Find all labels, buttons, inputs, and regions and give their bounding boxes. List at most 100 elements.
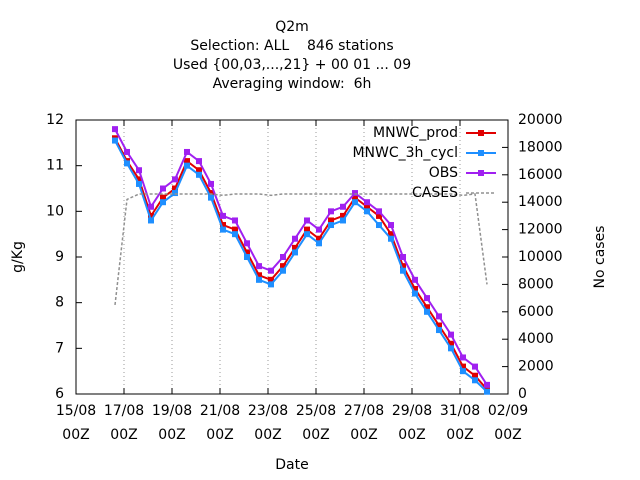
legend-marker [478, 150, 484, 156]
data-point [256, 263, 262, 270]
data-point [448, 331, 454, 338]
data-point [244, 240, 250, 247]
data-point [280, 267, 286, 274]
x-tick-label: 00Z [446, 427, 473, 443]
chart-title: Q2m [275, 19, 309, 35]
data-point [400, 267, 406, 274]
data-point [184, 162, 190, 169]
data-point [136, 180, 142, 187]
data-point [412, 290, 418, 297]
data-point [196, 167, 202, 174]
data-point [184, 148, 190, 155]
x-tick-label: 00Z [158, 427, 185, 443]
legend-label: OBS [429, 165, 458, 181]
data-point [472, 372, 478, 379]
y-tick-label: 8 [55, 295, 64, 311]
y-tick-label: 11 [46, 158, 64, 174]
x-tick-label: 00Z [398, 427, 425, 443]
data-point [292, 244, 298, 251]
data-point [364, 199, 370, 206]
y2-tick-label: 12000 [518, 222, 563, 238]
x-tick-label: 00Z [206, 427, 233, 443]
plot-frame [75, 119, 509, 395]
legend-label: MNWC_prod [373, 125, 458, 141]
data-point [352, 199, 358, 206]
y-tick-label: 6 [55, 386, 64, 402]
data-point [436, 313, 442, 320]
legend-marker [478, 170, 484, 176]
data-point [292, 249, 298, 256]
x-tick-label: 00Z [110, 427, 137, 443]
data-point [268, 267, 274, 274]
data-point [328, 217, 334, 224]
series-line [114, 193, 488, 306]
data-point [316, 226, 322, 233]
data-point [376, 208, 382, 215]
x-tick-label: 00Z [254, 427, 281, 443]
chart-title: Averaging window: 6h [213, 76, 372, 92]
data-point [448, 340, 454, 347]
y2-tick-label: 2000 [518, 359, 554, 375]
data-point [388, 231, 394, 238]
x-tick-label: 00Z [62, 427, 89, 443]
y-tick-label: 10 [46, 203, 64, 219]
y2-tick-label: 0 [518, 386, 527, 402]
data-point [280, 254, 286, 260]
x-tick-label: 21/08 [200, 403, 240, 419]
data-point [472, 377, 478, 384]
data-point [232, 231, 238, 238]
x-tick-label: 27/08 [344, 403, 384, 419]
legend-label: MNWC_3h_cycl [352, 145, 458, 161]
data-point [340, 212, 346, 219]
data-point [220, 212, 226, 219]
data-point [220, 222, 226, 229]
data-point [268, 281, 274, 288]
data-point [424, 304, 430, 311]
data-point [136, 176, 142, 183]
data-point [124, 160, 130, 167]
x-tick-label: 31/08 [440, 403, 480, 419]
data-point [400, 254, 406, 260]
y2-tick-label: 20000 [518, 112, 563, 128]
data-point [196, 158, 202, 165]
data-point [232, 217, 238, 224]
data-point [280, 263, 286, 270]
data-point [112, 137, 118, 144]
data-point [340, 203, 346, 210]
data-point [304, 231, 310, 238]
y-tick-label: 9 [55, 249, 64, 265]
data-point [160, 199, 166, 206]
data-point [208, 180, 214, 187]
legend-label: CASES [412, 185, 458, 201]
data-point [160, 185, 166, 192]
data-point [472, 363, 478, 370]
data-point [460, 363, 466, 370]
data-point [328, 222, 334, 229]
x-tick-label: 17/08 [104, 403, 144, 419]
data-point [316, 235, 322, 242]
data-point [436, 327, 442, 334]
x-tick-label: 00Z [302, 427, 329, 443]
data-point [424, 295, 430, 302]
data-point [268, 276, 274, 283]
y2-tick-label: 18000 [518, 139, 563, 155]
data-point [148, 212, 154, 219]
data-point [316, 240, 322, 247]
y2-tick-label: 14000 [518, 194, 563, 210]
data-point [208, 194, 214, 201]
data-point [364, 203, 370, 210]
data-point [172, 190, 178, 197]
data-point [232, 226, 238, 233]
data-point [304, 217, 310, 224]
data-point [112, 126, 118, 133]
data-point [352, 194, 358, 201]
data-point [136, 167, 142, 174]
y2-tick-label: 6000 [518, 304, 554, 320]
series-line [114, 137, 488, 391]
data-point [424, 308, 430, 315]
data-point [172, 176, 178, 183]
x-tick-label: 15/08 [56, 403, 96, 419]
x-tick-label: 25/08 [296, 403, 336, 419]
data-point [412, 285, 418, 292]
